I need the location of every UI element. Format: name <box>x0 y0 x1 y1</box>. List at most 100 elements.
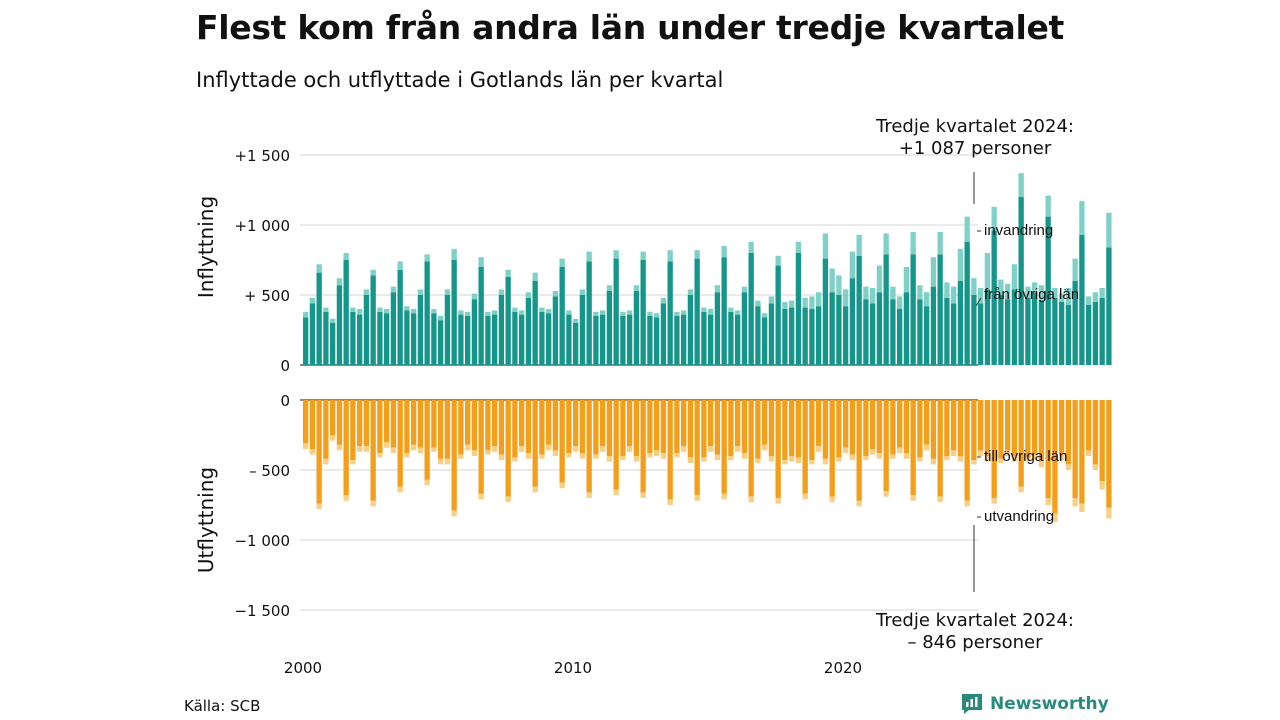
bar-in-domestic <box>1092 302 1099 365</box>
bar-in-domestic <box>309 303 316 365</box>
bar-in-immigration <box>768 296 775 304</box>
bar-out-domestic <box>660 400 667 454</box>
bar-out-domestic <box>411 400 417 445</box>
bar-in-domestic <box>924 306 930 365</box>
bar-in-immigration <box>377 307 383 312</box>
bar-in-immigration <box>384 309 390 314</box>
bar-out-emigration <box>357 446 363 452</box>
bar-out-domestic <box>741 400 748 454</box>
bar-out-emigration <box>1052 513 1058 522</box>
bar-in-domestic <box>539 311 545 365</box>
bar-out-emigration <box>917 457 923 462</box>
bar-in-domestic <box>1065 304 1072 365</box>
bar-out-domestic <box>762 400 768 445</box>
bar-out-domestic <box>1038 400 1045 462</box>
bar-out-domestic <box>809 400 815 461</box>
bar-in-domestic <box>546 313 552 365</box>
bar-in-immigration <box>876 265 883 293</box>
bar-in-immigration <box>458 310 464 315</box>
bar-out-domestic <box>822 400 829 459</box>
bar-in-immigration <box>397 261 403 270</box>
bar-in-immigration <box>903 267 910 293</box>
bar-in-immigration <box>775 255 781 266</box>
bar-in-immigration <box>1052 288 1058 298</box>
bar-in-domestic <box>613 258 619 365</box>
bar-in-immigration <box>714 285 721 293</box>
bar-out-emigration <box>492 446 498 452</box>
bar-in-domestic <box>762 317 768 365</box>
bar-out-emigration <box>363 446 370 452</box>
bar-out-emigration <box>829 496 835 503</box>
annotation-bottom: Tredje kvartalet 2024: – 846 personer <box>875 525 1074 653</box>
bar-in-immigration <box>404 306 410 311</box>
bar-out-domestic <box>991 400 997 498</box>
bar-out-domestic <box>485 400 491 451</box>
bar-in-immigration <box>890 286 896 300</box>
bar-in-domestic <box>485 316 491 365</box>
bar-out-emigration <box>316 503 322 510</box>
bar-in-domestic <box>984 289 991 365</box>
bar-in-domestic <box>998 295 1004 365</box>
bar-in-domestic <box>647 316 653 365</box>
bar-in-immigration <box>532 272 538 281</box>
bar-out-domestic <box>687 400 694 458</box>
bar-out-emigration <box>546 444 552 451</box>
bar-out-emigration <box>809 460 815 465</box>
bar-in-immigration <box>735 310 741 315</box>
bar-in-immigration <box>924 292 930 307</box>
bar-out-domestic <box>1045 400 1051 498</box>
bar-in-immigration <box>660 297 667 304</box>
bar-out-domestic <box>424 400 430 480</box>
bar-out-emigration <box>890 454 896 459</box>
bar-out-domestic <box>924 400 930 445</box>
bar-out-emigration <box>971 460 977 465</box>
bar-out-domestic <box>431 400 437 448</box>
bar-in-immigration <box>748 241 754 253</box>
bar-in-domestic <box>417 295 424 365</box>
bar-out-emigration <box>539 454 545 459</box>
bar-out-domestic <box>883 400 889 491</box>
bar-in-domestic <box>681 314 687 365</box>
bar-out-domestic <box>458 400 464 455</box>
bar-out-emigration <box>1106 507 1112 519</box>
bar-out-emigration <box>424 479 430 486</box>
bar-in-immigration <box>485 311 491 316</box>
bar-in-immigration <box>1065 288 1072 305</box>
bar-in-domestic <box>849 278 856 365</box>
bar-in-immigration <box>849 251 856 279</box>
bar-in-immigration <box>856 234 862 256</box>
bar-in-immigration <box>836 275 842 295</box>
bar-in-immigration <box>795 241 802 253</box>
bar-in-domestic <box>1052 297 1058 365</box>
bar-out-domestic <box>417 400 424 448</box>
bar-in-domestic <box>397 269 403 365</box>
bar-out-emigration <box>397 486 403 493</box>
bar-in-domestic <box>863 299 869 365</box>
bar-in-immigration <box>971 278 977 295</box>
bar-out-domestic <box>471 400 478 451</box>
bar-in-immigration <box>390 286 397 293</box>
bar-in-domestic <box>620 316 626 365</box>
bar-in-immigration <box>964 216 970 242</box>
bar-out-domestic <box>512 400 518 458</box>
bar-out-emigration <box>755 458 761 463</box>
bar-in-domestic <box>768 303 775 365</box>
bar-out-domestic <box>708 400 714 447</box>
bar-in-domestic <box>701 311 707 365</box>
bar-in-domestic <box>1086 304 1092 365</box>
bar-out-domestic <box>559 400 565 483</box>
bar-in-immigration <box>1032 282 1038 293</box>
bar-out-emigration <box>566 453 572 458</box>
bottom-ytick-label: 0 <box>280 392 290 410</box>
inflow-bars <box>303 173 1112 365</box>
bar-out-emigration <box>451 510 457 517</box>
xtick-label: 2020 <box>824 659 862 677</box>
bar-in-domestic <box>505 276 511 365</box>
bar-out-domestic <box>498 400 505 455</box>
bar-in-immigration <box>809 296 815 309</box>
bar-out-domestic <box>681 400 687 447</box>
bar-in-immigration <box>984 253 991 290</box>
bar-out-domestic <box>397 400 403 487</box>
bar-in-immigration <box>424 254 430 262</box>
bar-in-domestic <box>438 320 444 365</box>
